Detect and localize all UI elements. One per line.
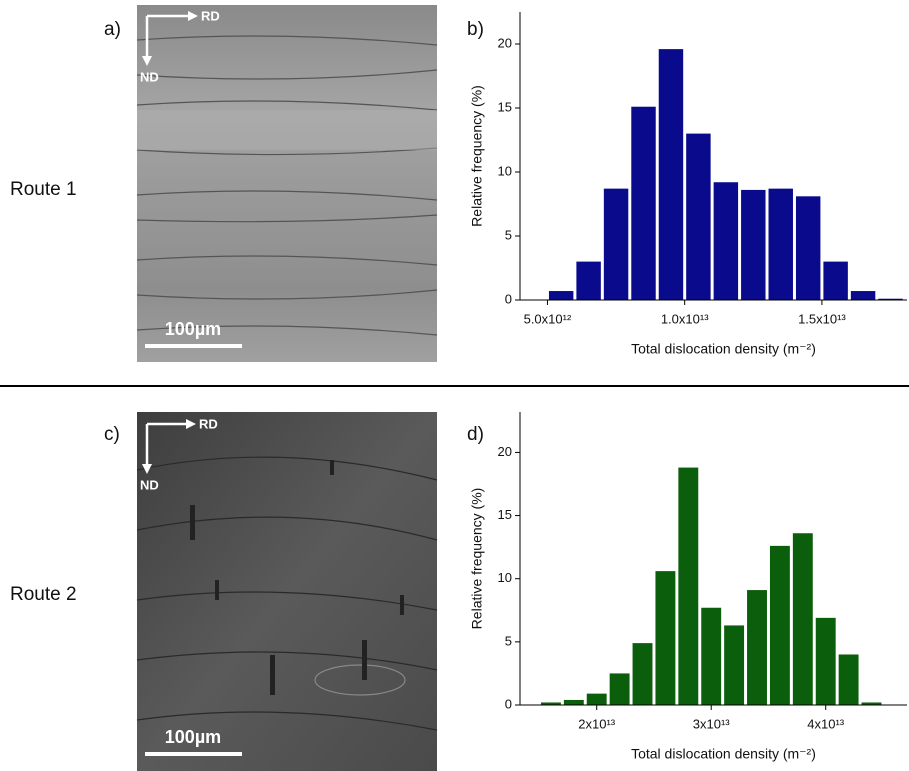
bar — [540, 702, 561, 705]
bar — [658, 49, 684, 301]
x-tick-label: 3x10¹³ — [693, 716, 731, 731]
bar — [878, 298, 903, 300]
y-tick-label: 10 — [498, 163, 512, 178]
y-tick-label: 10 — [498, 570, 512, 585]
x-tick-label: 4x10¹³ — [807, 716, 845, 731]
y-axis-label: Relative frequency (%) — [469, 85, 485, 227]
bar — [603, 188, 629, 300]
bar — [741, 189, 766, 300]
bar — [655, 571, 676, 705]
rd-label: RD — [201, 8, 220, 23]
bar — [823, 261, 848, 300]
panel-label: a) — [104, 19, 121, 40]
axes-arrows — [142, 11, 198, 66]
bar — [686, 133, 711, 300]
x-tick-label: 1.5x10¹³ — [798, 311, 846, 326]
y-tick-label: 20 — [498, 35, 512, 50]
band — [137, 110, 437, 150]
y-tick-label: 5 — [505, 227, 512, 242]
bar — [861, 702, 882, 705]
y-tick-label: 15 — [498, 507, 512, 522]
scale-label: 100µm — [165, 727, 221, 747]
y-tick-label: 15 — [498, 99, 512, 114]
bar — [713, 182, 739, 300]
bar — [795, 196, 821, 300]
pits — [190, 460, 404, 695]
nd-label: ND — [140, 477, 159, 492]
y-tick-label: 0 — [505, 291, 512, 306]
bar — [632, 643, 653, 705]
y-axis-label: Relative frequency (%) — [469, 488, 485, 630]
row-label: Route 1 — [10, 179, 77, 200]
texture — [136, 456, 438, 731]
axes-arrows — [142, 419, 196, 474]
micrograph — [137, 412, 437, 771]
panel-label: b) — [467, 19, 484, 40]
micrograph — [137, 5, 437, 362]
bar — [576, 261, 601, 300]
bar — [850, 291, 876, 300]
bar — [724, 625, 745, 705]
bar — [563, 699, 584, 705]
bar — [631, 106, 656, 300]
nd-label: ND — [140, 69, 159, 84]
row-label: Route 2 — [10, 584, 77, 605]
bar — [548, 291, 574, 300]
panel-label: c) — [104, 424, 120, 445]
x-tick-label: 1.0x10¹³ — [661, 311, 709, 326]
y-tick-label: 20 — [498, 444, 512, 459]
x-tick-label: 2x10¹³ — [578, 716, 616, 731]
x-tick-label: 5.0x10¹² — [524, 311, 572, 326]
bar — [838, 654, 859, 705]
bar — [792, 533, 813, 705]
scale-label: 100µm — [165, 319, 221, 339]
bar — [678, 467, 699, 705]
texture — [136, 35, 438, 336]
x-axis-label: Total dislocation density (m⁻²) — [631, 341, 816, 357]
bar — [747, 590, 767, 705]
bar — [586, 693, 607, 705]
bar — [768, 188, 793, 300]
rd-label: RD — [199, 416, 218, 431]
bar — [769, 545, 790, 705]
x-axis-label: Total dislocation density (m⁻²) — [631, 746, 816, 762]
panel-label: d) — [467, 424, 484, 445]
bar — [815, 617, 836, 705]
bar — [701, 607, 722, 705]
y-tick-label: 5 — [505, 633, 512, 648]
y-tick-label: 0 — [505, 696, 512, 711]
axis-frame — [519, 12, 907, 301]
bar — [609, 673, 630, 705]
